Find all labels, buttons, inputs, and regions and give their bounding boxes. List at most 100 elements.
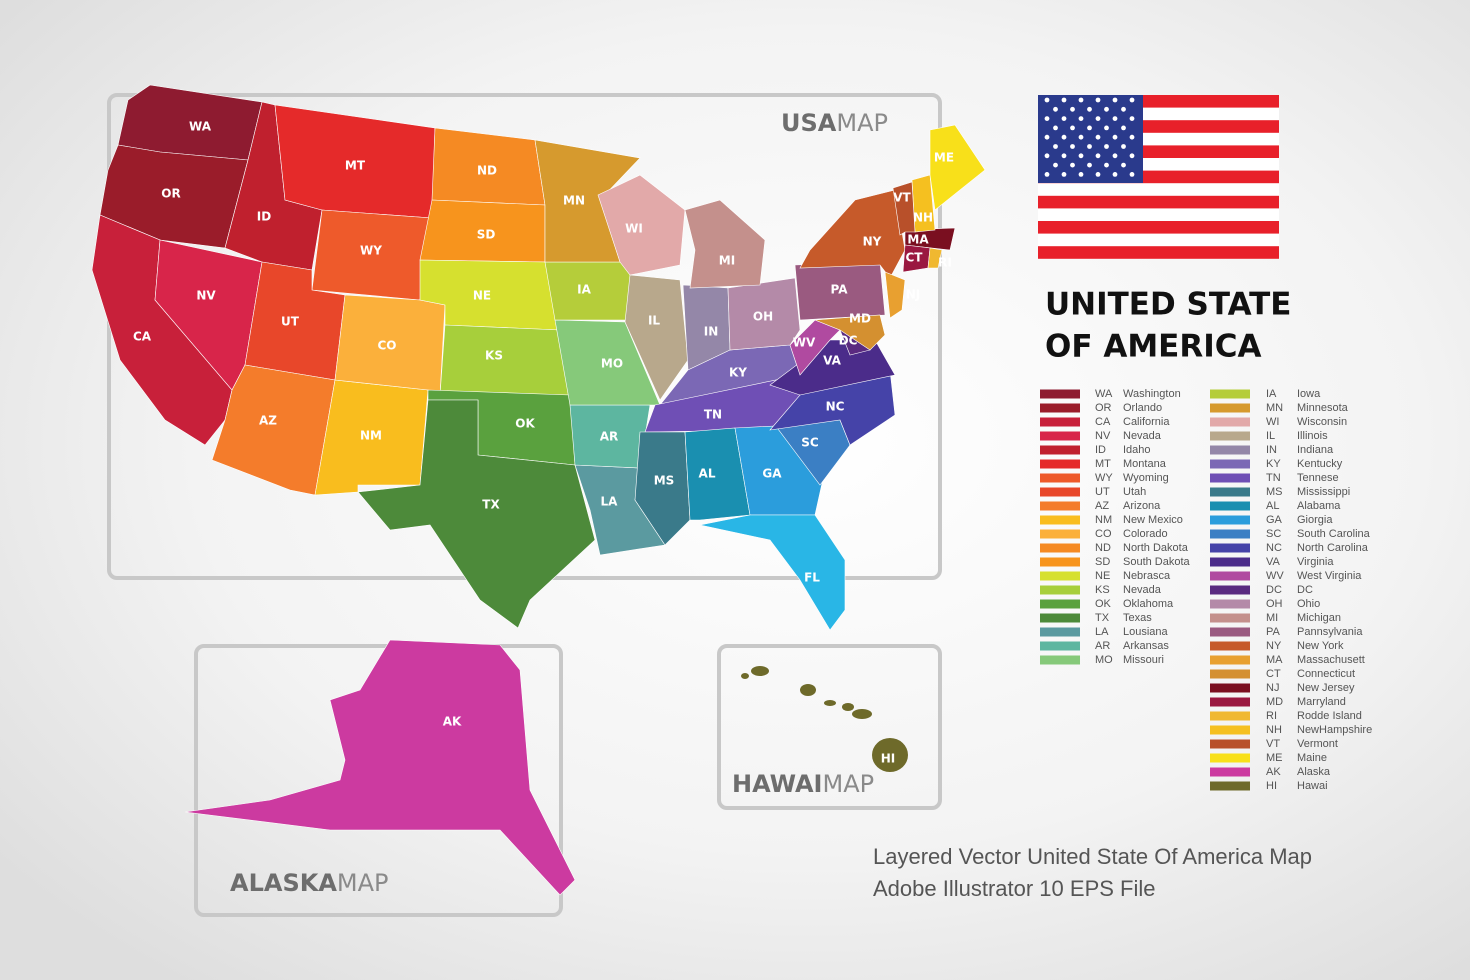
- flag-star: [1095, 97, 1101, 103]
- state-shape: [684, 199, 766, 289]
- state-label: WI: [625, 222, 643, 236]
- state-label: AK: [443, 715, 462, 729]
- legend-name: Alaska: [1297, 766, 1331, 778]
- legend-code: LA: [1095, 626, 1109, 638]
- legend-code: NY: [1266, 640, 1282, 652]
- flag-star: [1044, 172, 1050, 177]
- legend-code: CA: [1095, 416, 1111, 428]
- legend-swatch: [1040, 515, 1080, 525]
- state-label: LA: [601, 495, 619, 509]
- flag-star: [1087, 162, 1092, 168]
- legend-code: SD: [1095, 556, 1110, 568]
- legend-swatch: [1210, 739, 1250, 749]
- island-shape: [800, 684, 816, 696]
- state-shape: [727, 277, 801, 351]
- legend-code: GA: [1266, 514, 1283, 526]
- island-shape: [751, 666, 769, 676]
- flag: [1038, 95, 1279, 259]
- legend-swatch: [1040, 655, 1080, 665]
- legend-name: Orlando: [1123, 402, 1162, 414]
- state-label: OR: [161, 187, 180, 201]
- flag-star: [1078, 134, 1084, 140]
- legend-code: WA: [1095, 388, 1113, 400]
- usa-map-label: USAMAP: [781, 109, 888, 137]
- legend-name: Alabama: [1297, 500, 1341, 512]
- state-shape: [684, 427, 751, 521]
- flag-star: [1104, 162, 1109, 168]
- legend-code: PA: [1266, 626, 1281, 638]
- legend-swatch: [1210, 781, 1250, 791]
- state-label: MS: [654, 474, 675, 488]
- flag-star: [1078, 116, 1084, 121]
- legend-swatch: [1040, 501, 1080, 511]
- flag-star: [1112, 134, 1118, 140]
- flag-star: [1112, 172, 1118, 177]
- legend-swatch: [1040, 585, 1080, 595]
- alaska-frame: [194, 644, 563, 917]
- footer: Adobe Illustrator 10 EPS File: [873, 876, 1155, 901]
- legend-name: Ohio: [1297, 598, 1320, 610]
- legend-name: Minnesota: [1297, 402, 1349, 414]
- state-label: NJ: [906, 288, 921, 302]
- flag-star: [1044, 116, 1050, 121]
- flag-star: [1129, 153, 1135, 159]
- flag-star: [1053, 125, 1058, 131]
- legend-swatch: [1210, 515, 1250, 525]
- legend-code: CT: [1266, 668, 1281, 680]
- legend-name: Virginia: [1297, 556, 1334, 568]
- state-label: SC: [801, 436, 819, 450]
- state-label: TX: [482, 498, 500, 512]
- legend-swatch: [1210, 473, 1250, 483]
- legend-swatch: [1210, 417, 1250, 427]
- flag-star: [1070, 144, 1075, 149]
- flag-star: [1053, 144, 1058, 149]
- legend-code: CO: [1095, 528, 1112, 540]
- legend-swatch: [1210, 641, 1250, 651]
- legend-name: Oklahoma: [1123, 598, 1174, 610]
- legend-code: VA: [1266, 556, 1281, 568]
- legend-code: AK: [1266, 766, 1281, 778]
- flag-star: [1095, 172, 1101, 177]
- legend-name: Arkansas: [1123, 640, 1169, 652]
- legend-code: RI: [1266, 710, 1277, 722]
- legend-swatch: [1040, 389, 1080, 399]
- legend-code: MI: [1266, 612, 1278, 624]
- island-shape: [872, 738, 908, 772]
- flag-star: [1129, 134, 1135, 140]
- legend-swatch: [1210, 669, 1250, 679]
- legend-name: Wyoming: [1123, 472, 1169, 484]
- legend-code: NJ: [1266, 682, 1279, 694]
- legend-swatch: [1040, 627, 1080, 637]
- flag-star: [1044, 134, 1050, 140]
- legend-name: Wisconsin: [1297, 416, 1347, 428]
- state-label: MT: [345, 159, 366, 173]
- legend-name: Iowa: [1297, 388, 1321, 400]
- flag-star: [1053, 106, 1058, 112]
- flag-star: [1095, 153, 1101, 159]
- legend-swatch: [1040, 529, 1080, 539]
- flag-star: [1104, 144, 1109, 149]
- legend-code: WV: [1266, 570, 1284, 582]
- state-shape: [357, 399, 596, 629]
- title: UNITED STATE: [1045, 287, 1291, 323]
- flag-stripe: [1038, 221, 1279, 234]
- state-label: NE: [473, 289, 491, 303]
- legend-swatch: [1040, 599, 1080, 609]
- island-shape: [824, 700, 836, 706]
- state-shape: [927, 247, 943, 269]
- legend-name: Vermont: [1297, 738, 1338, 750]
- legend-code: KS: [1095, 584, 1110, 596]
- legend-name: North Carolina: [1297, 542, 1369, 554]
- flag-stars: [1044, 97, 1135, 177]
- state-label: MN: [563, 194, 585, 208]
- legend-name: Montana: [1123, 458, 1167, 470]
- legend-code: HI: [1266, 780, 1277, 792]
- state-shape: [439, 324, 571, 396]
- legend-name: California: [1123, 416, 1170, 428]
- state-label: IN: [704, 325, 719, 339]
- state-label: NV: [196, 289, 216, 303]
- state-label: FL: [804, 571, 820, 585]
- legend-swatch: [1210, 557, 1250, 567]
- legend-name: Nevada: [1123, 430, 1162, 442]
